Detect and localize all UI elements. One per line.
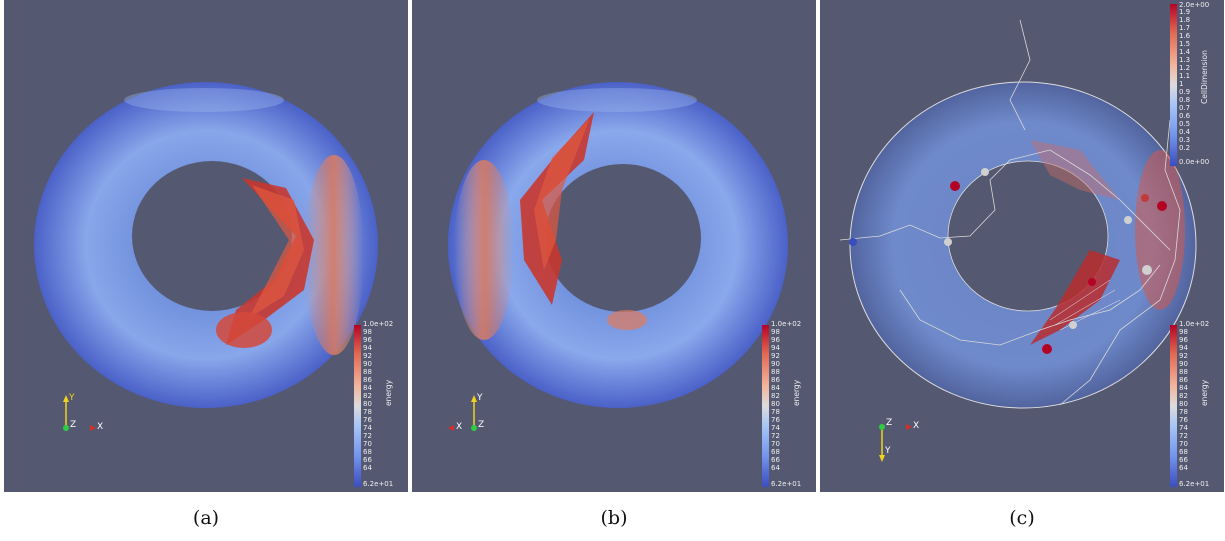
colorbar-gradient [354, 325, 361, 487]
hot-ribbon [520, 112, 594, 305]
torus-body [448, 82, 788, 408]
caption-a: (a) [192, 507, 220, 529]
node-sphere [981, 168, 989, 176]
torus-render-c [839, 19, 1197, 409]
axes-arrows [448, 395, 477, 431]
axes-arrows [879, 424, 912, 462]
axis-label-x: X [97, 422, 104, 432]
colorbar-max-label: 1.0e+02 [363, 320, 394, 328]
node-sphere [1141, 194, 1149, 202]
node-sphere [950, 181, 960, 191]
node-sphere [849, 238, 857, 246]
axis-label-z: Z [70, 420, 77, 430]
orientation-axes-a: Y Z X [54, 390, 114, 440]
axis-label-z: Z [478, 420, 485, 430]
hot-region-right [304, 155, 364, 355]
hot-region-right [1135, 150, 1185, 310]
colorbar-min-label: 6.2e+01 [363, 480, 394, 488]
node-sphere [1069, 321, 1077, 329]
torus-body [850, 82, 1196, 408]
axis-label-y: Y [885, 446, 891, 456]
render-view-a[interactable]: 1.0e+02 98 96 94 92 90 88 86 84 82 80 78… [4, 0, 408, 492]
torus-body [34, 82, 378, 408]
colorbar-min-label: 6.2e+01 [771, 480, 802, 488]
caption-c: (c) [1009, 507, 1035, 529]
torus-render-b [448, 82, 788, 408]
colorbar-title: energy [384, 379, 393, 406]
colorbar-max-label: 2.0e+00 [1179, 1, 1210, 9]
cell-edges [839, 149, 1171, 251]
hot-region-left [454, 160, 514, 340]
colorbar-title: CellDimension [1200, 50, 1209, 104]
orientation-axes-b: Y Z X [440, 390, 510, 440]
colorbar-min-label: 6.2e+01 [1179, 480, 1210, 488]
node-sphere [1142, 265, 1152, 275]
hot-ribbon [1030, 250, 1120, 345]
orientation-axes-c: Z Y X [870, 415, 930, 470]
caption-b: (b) [600, 507, 628, 529]
colorbar-title: energy [1200, 379, 1209, 406]
torus-render-a [34, 82, 378, 408]
colorbar-title: energy [792, 379, 801, 406]
node-sphere [1157, 201, 1167, 211]
axis-label-y: Y [477, 393, 483, 403]
colorbar-min-label: 0.0e+00 [1179, 158, 1210, 166]
axes-arrows [63, 395, 96, 431]
node-sphere [944, 238, 952, 246]
colorbar-gradient [1170, 4, 1177, 166]
colorbar-gradient [1170, 325, 1177, 487]
render-view-b[interactable]: 1.0e+02 98 96 94 92 90 88 86 84 82 80 78… [412, 0, 816, 492]
node-sphere [1042, 344, 1052, 354]
colorbar-gradient [762, 325, 769, 487]
colorbar-max-label: 1.0e+02 [1179, 320, 1210, 328]
render-view-c[interactable]: 2.0e+00 1.9 1.8 1.7 1.6 1.5 1.4 1.3 1.2 … [820, 0, 1224, 492]
axis-label-z: Z [886, 418, 893, 428]
node-sphere [1124, 216, 1132, 224]
colorbar-max-label: 1.0e+02 [771, 320, 802, 328]
axis-label-x: X [456, 422, 463, 432]
axis-label-x: X [913, 421, 920, 431]
axis-label-y: Y [69, 393, 75, 403]
node-sphere [1088, 278, 1096, 286]
